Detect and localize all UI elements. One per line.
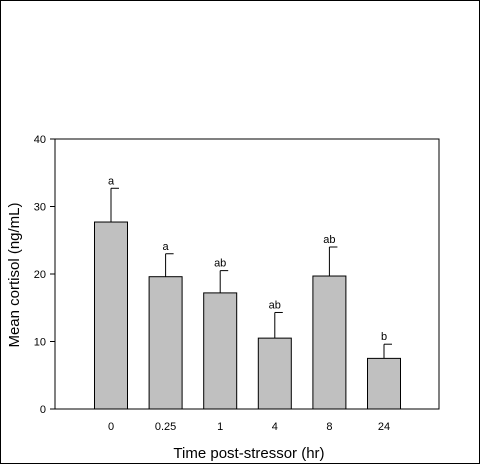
y-tick-label: 0 <box>40 404 46 416</box>
x-tick-label: 4 <box>272 421 278 433</box>
bar <box>203 292 238 410</box>
y-axis: 0 10 20 30 40 <box>34 134 55 416</box>
x-tick-label: 8 <box>326 421 332 433</box>
significance-label: a <box>108 175 115 187</box>
x-tick-label: 0 <box>108 421 114 433</box>
bar <box>148 276 183 410</box>
bar <box>94 221 128 410</box>
y-tick-label: 30 <box>34 202 46 214</box>
y-axis-title: Mean cortisol (ng/mL) <box>6 202 23 347</box>
bars: a a ab ab ab b <box>94 175 401 410</box>
y-tick-label: 40 <box>34 134 46 146</box>
significance-label: ab <box>214 258 226 270</box>
x-axis-title: Time post-stressor (hr) <box>173 445 324 462</box>
significance-label: ab <box>323 234 335 246</box>
y-tick-label: 20 <box>34 269 46 281</box>
x-tick-label: 1 <box>217 421 223 433</box>
bar <box>367 357 401 410</box>
x-axis: 0 0.25 1 4 8 24 <box>108 421 390 433</box>
significance-label: ab <box>269 299 281 311</box>
bar <box>312 275 347 410</box>
x-tick-label: 24 <box>378 421 390 433</box>
y-tick-label: 10 <box>34 337 46 349</box>
significance-label: b <box>381 331 387 343</box>
x-tick-label: 0.25 <box>155 421 176 433</box>
significance-label: a <box>163 241 170 253</box>
bar <box>257 337 292 410</box>
